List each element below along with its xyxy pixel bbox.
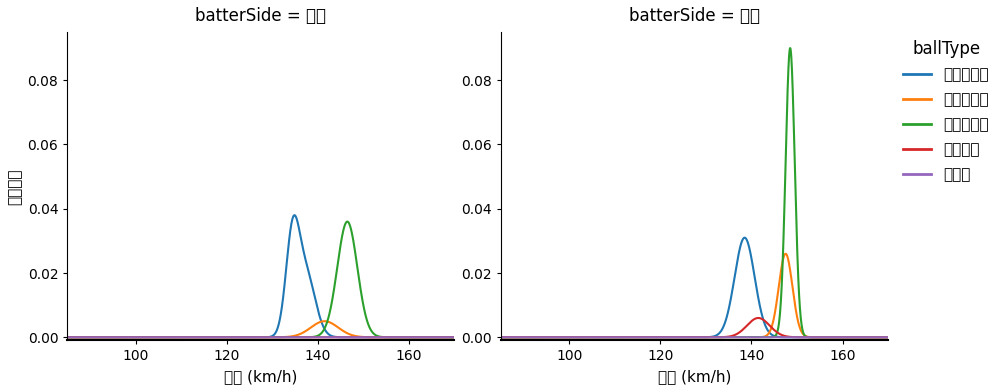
Legend: スライダー, ワンシーム, ストレート, フォーク, カーブ: スライダー, ワンシーム, ストレート, フォーク, カーブ (903, 40, 988, 182)
Title: batterSide = 左打: batterSide = 左打 (628, 7, 759, 25)
X-axis label: 球速 (km/h): 球速 (km/h) (657, 369, 731, 384)
Title: batterSide = 右打: batterSide = 右打 (195, 7, 326, 25)
Y-axis label: 確率密度: 確率密度 (7, 168, 22, 204)
X-axis label: 球速 (km/h): 球速 (km/h) (224, 369, 297, 384)
